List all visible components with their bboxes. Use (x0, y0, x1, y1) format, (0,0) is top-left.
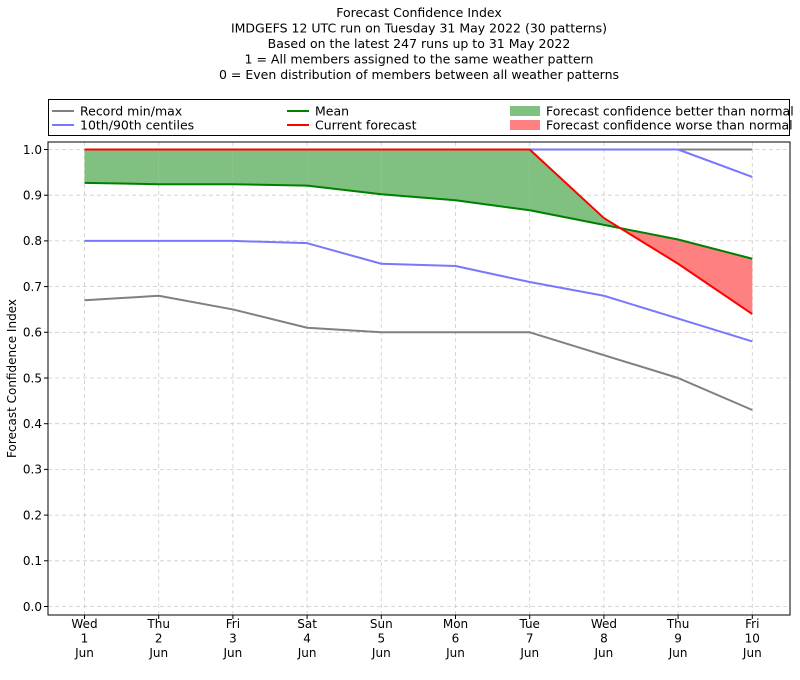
fill-better-than-normal (232, 149, 308, 186)
fill-better-than-normal (381, 149, 456, 201)
x-tick-label: Tue (518, 617, 540, 631)
x-tick-label: 8 (600, 632, 608, 646)
x-tick-label: 6 (452, 632, 460, 646)
x-tick-label: Jun (742, 646, 762, 660)
x-tick-label: 10 (745, 632, 760, 646)
x-tick-label: Thu (146, 617, 170, 631)
x-tick-label: Jun (594, 646, 614, 660)
series-line-current (84, 148, 753, 315)
legend-label: Record min/max (80, 104, 182, 119)
title-line: 1 = All members assigned to the same wea… (245, 52, 594, 67)
y-tick-label: 0.6 (23, 326, 42, 340)
y-tick-label: 1.0 (23, 143, 42, 157)
x-tick-label: Jun (223, 646, 243, 660)
series-line-p10 (84, 239, 753, 343)
title-line: IMDGEFS 12 UTC run on Tuesday 31 May 202… (231, 21, 607, 36)
y-tick-label: 0.8 (23, 234, 42, 248)
legend-label: 10th/90th centiles (80, 118, 194, 133)
x-tick-label: 1 (81, 632, 89, 646)
series-line-record_min (84, 294, 753, 411)
y-tick-label: 0.9 (23, 189, 42, 203)
title-line: Based on the latest 247 runs up to 31 Ma… (268, 36, 571, 51)
fill-better-than-normal (455, 149, 530, 211)
series-line-mean (84, 181, 753, 260)
legend-label: Mean (315, 104, 349, 119)
x-axis: Wed1JunThu2JunFri3JunSat4JunSun5JunMon6J… (71, 615, 762, 660)
legend-box (48, 99, 790, 136)
x-tick-label: Wed (71, 617, 97, 631)
fill-better-than-normal (158, 149, 233, 185)
x-tick-label: 2 (155, 632, 163, 646)
x-tick-label: Jun (371, 646, 391, 660)
x-tick-label: Mon (443, 617, 468, 631)
legend-label: Forecast confidence better than normal (546, 104, 794, 119)
legend: Record min/max Mean Forecast confidence be… (48, 99, 794, 136)
legend-label: Current forecast (315, 118, 417, 133)
fill-better-than-normal (529, 149, 604, 225)
y-tick-label: 0.3 (23, 463, 42, 477)
legend-patch-swatch (510, 120, 540, 130)
x-tick-label: 4 (303, 632, 311, 646)
x-tick-label: Sat (297, 617, 317, 631)
x-tick-label: Jun (445, 646, 465, 660)
y-axis-label: Forecast Confidence Index (5, 299, 19, 458)
y-axis: 0.0 0.1 0.2 0.3 0.4 0.5 0.6 0.7 0.8 0.9 1.0 (23, 143, 48, 614)
x-tick-label: 5 (377, 632, 385, 646)
x-tick-label: Jun (148, 646, 168, 660)
fill-better-than-normal (307, 149, 382, 195)
y-tick-label: 0.2 (23, 508, 42, 522)
title-line: Forecast Confidence Index (336, 5, 502, 20)
x-tick-label: Jun (297, 646, 317, 660)
x-tick-label: 3 (229, 632, 237, 646)
legend-label: Forecast confidence worse than normal (546, 118, 793, 133)
y-tick-label: 0.1 (23, 554, 42, 568)
y-tick-label: 0.0 (23, 600, 42, 614)
fill-better-than-normal (84, 149, 159, 185)
x-tick-label: Wed (591, 617, 617, 631)
y-tick-label: 0.5 (23, 371, 42, 385)
y-tick-label: 0.7 (23, 280, 42, 294)
x-tick-label: 7 (526, 632, 534, 646)
confidence-fills (84, 149, 753, 315)
legend-patch-swatch (510, 106, 540, 116)
x-tick-label: Sun (370, 617, 393, 631)
y-tick-label: 0.4 (23, 417, 42, 431)
x-tick-label: Thu (666, 617, 690, 631)
title-line: 0 = Even distribution of members between… (219, 67, 619, 82)
x-tick-label: Fri (226, 617, 240, 631)
x-tick-label: Jun (668, 646, 688, 660)
x-tick-label: Fri (745, 617, 759, 631)
series-lines (84, 148, 753, 411)
fill-worse-than-normal (678, 239, 753, 315)
x-tick-label: Jun (519, 646, 539, 660)
x-tick-label: 9 (674, 632, 682, 646)
x-tick-label: Jun (74, 646, 94, 660)
